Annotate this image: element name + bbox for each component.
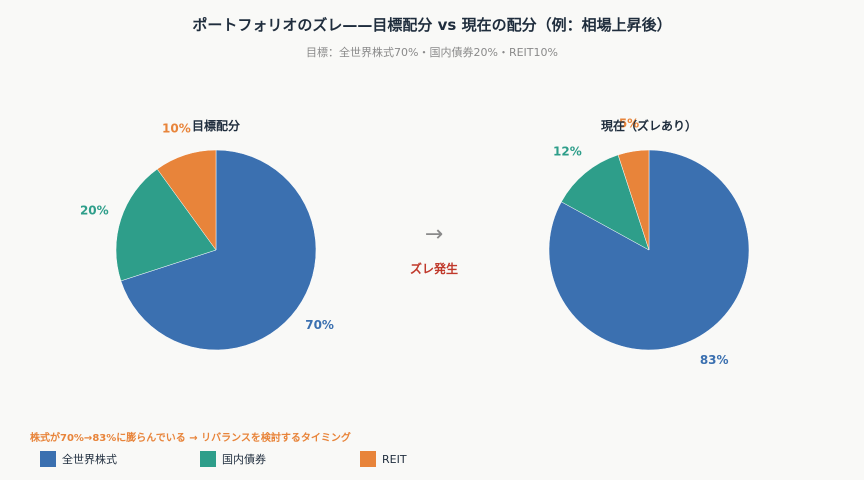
pie-slice-bonds (115, 168, 217, 282)
legend-label-reit: REIT (382, 452, 407, 466)
pie-slice-reit (156, 149, 217, 251)
legend-label-bonds: 国内債券 (222, 453, 266, 466)
drift-label: ズレ発生 (409, 262, 458, 276)
target-allocation-pie: 70% 20% 10% 目標配分 (80, 118, 334, 351)
legend-item-stocks: 全世界株式 (40, 450, 117, 468)
legend-label-stocks: 全世界株式 (62, 453, 117, 466)
pie-slice-reit (617, 149, 650, 251)
legend-swatch-bonds (200, 451, 216, 467)
pie-title: 現在（ズレあり） (601, 118, 697, 133)
pct-label-reit: 10% (162, 121, 191, 135)
pie-slice-stocks (120, 149, 317, 351)
legend-item-reit: REIT (360, 450, 407, 468)
chart-title: ポートフォリオのズレ——目標配分 vs 現在の配分（例：相場上昇後） (192, 16, 672, 34)
pie-title: 目標配分 (192, 118, 240, 133)
pct-label-stocks: 70% (305, 318, 334, 332)
pct-label-reit: 5% (619, 117, 639, 131)
pct-label-bonds: 20% (80, 203, 109, 217)
arrow-icon: → (424, 222, 444, 247)
pct-label-stocks: 83% (700, 353, 729, 367)
legend-swatch-reit (360, 451, 376, 467)
pct-label-bonds: 12% (553, 144, 582, 158)
legend-item-bonds: 国内債券 (200, 450, 266, 468)
rebalance-note: 株式が70%→83%に膨らんでいる → リバランスを検討するタイミング (30, 433, 351, 444)
chart-subtitle: 目標：全世界株式70%・国内債券20%・REIT10% (306, 46, 558, 59)
current-allocation-pie: 83% 12% 5%現在（ズレあり） (548, 117, 750, 367)
legend-swatch-stocks (40, 451, 56, 467)
pie-slice-bonds (561, 154, 650, 251)
